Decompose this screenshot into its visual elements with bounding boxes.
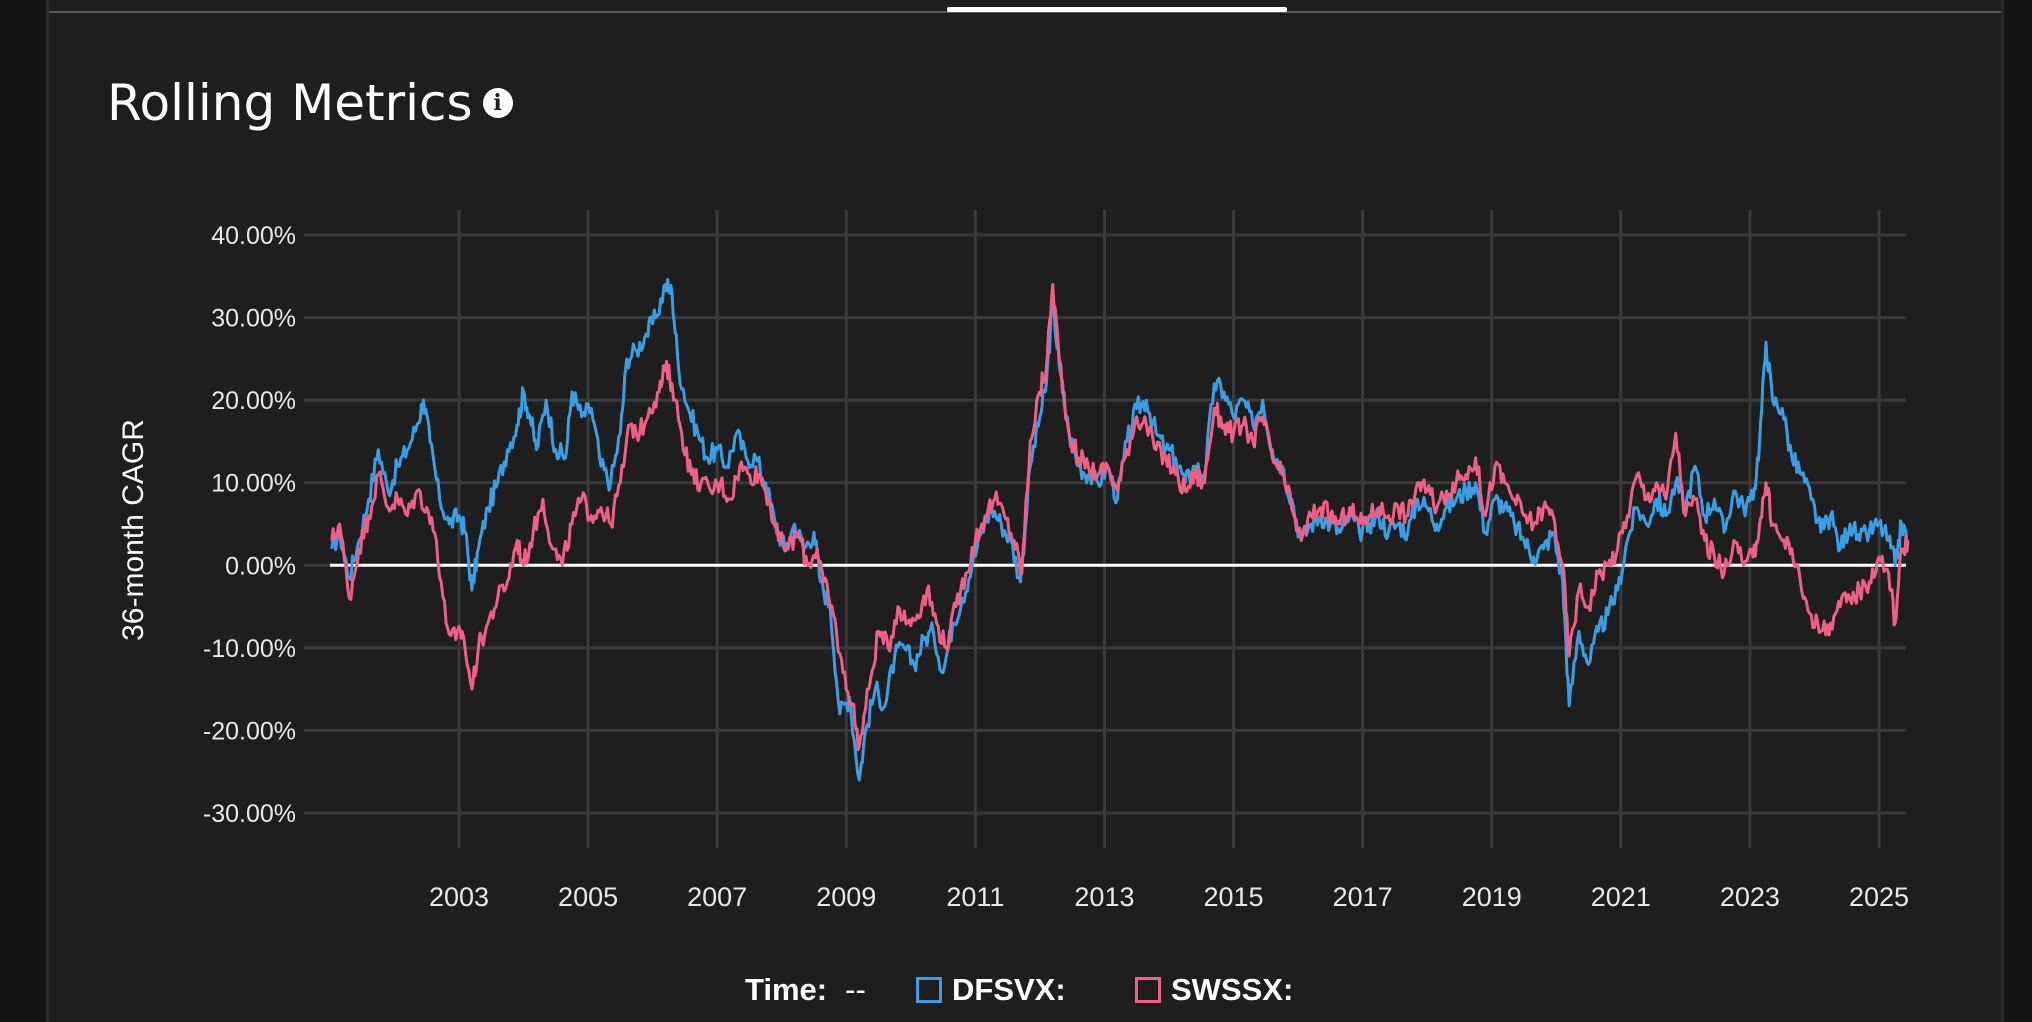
legend-item-swssx[interactable]: SWSSX:	[1135, 972, 1293, 1008]
panel-title: Rolling Metrics	[107, 74, 473, 132]
y-tick-label: 20.00%	[211, 387, 296, 415]
series-line-dfsvx[interactable]	[330, 278, 1910, 782]
legend-swatch-swssx[interactable]	[1135, 977, 1161, 1003]
info-icon[interactable]: i	[482, 88, 513, 118]
y-tick-label: 10.00%	[211, 470, 296, 498]
legend-swatch-dfsvx[interactable]	[916, 977, 942, 1003]
active-tab-indicator	[947, 7, 1287, 12]
x-tick-label: 2011	[946, 882, 1004, 912]
x-tick-label: 2015	[1204, 882, 1264, 912]
series-line-swssx[interactable]	[330, 283, 1910, 752]
y-axis-ticks: 40.00% 30.00% 20.00% 10.00% 0.00% -10.00% -20.…	[203, 222, 296, 828]
y-tick-label: 40.00%	[211, 222, 296, 250]
x-tick-label: 2013	[1074, 882, 1134, 912]
y-tick-label: 30.00%	[211, 305, 296, 333]
legend-item-dfsvx[interactable]: DFSVX:	[916, 972, 1066, 1008]
legend: Time: -- DFSVX: SWSSX:	[0, 972, 2032, 1016]
x-tick-label: 2021	[1591, 882, 1651, 912]
legend-time-value: --	[845, 972, 866, 1007]
legend-label-swssx: SWSSX:	[1171, 972, 1294, 1007]
series-lines[interactable]	[330, 278, 1910, 782]
y-tick-label: -20.00%	[203, 717, 296, 745]
x-tick-label: 2003	[429, 882, 489, 912]
y-axis-label: 36-month CAGR	[117, 419, 150, 641]
grid	[304, 210, 1906, 848]
y-tick-label: 0.00%	[225, 552, 296, 580]
x-tick-label: 2007	[687, 882, 747, 912]
x-axis-ticks: 2003 2005 2007 2009 2011 2013 2015 2017 2019 2021…	[429, 882, 1909, 912]
x-tick-label: 2009	[816, 882, 876, 912]
x-tick-label: 2023	[1720, 882, 1780, 912]
legend-label-dfsvx: DFSVX:	[952, 972, 1066, 1007]
tab-bar-divider	[49, 11, 2001, 13]
y-tick-label: -10.00%	[203, 635, 296, 663]
y-tick-label: -30.00%	[203, 800, 296, 828]
panel-header: Rolling Metrics i	[107, 78, 513, 128]
x-tick-label: 2025	[1849, 882, 1909, 912]
x-tick-label: 2019	[1462, 882, 1522, 912]
x-tick-label: 2017	[1333, 882, 1393, 912]
x-tick-label: 2005	[558, 882, 618, 912]
legend-time-label: Time:	[745, 972, 828, 1007]
legend-time: Time: --	[745, 972, 866, 1008]
